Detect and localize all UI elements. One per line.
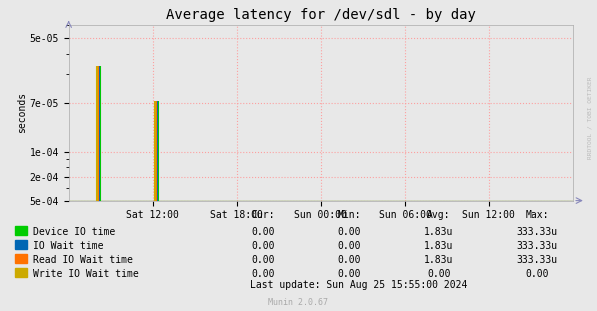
Text: Write IO Wait time: Write IO Wait time: [33, 269, 139, 279]
Text: 0.00: 0.00: [337, 241, 361, 251]
Text: RRDTOOL / TOBI OETIKER: RRDTOOL / TOBI OETIKER: [588, 77, 593, 160]
Text: 0.00: 0.00: [251, 241, 275, 251]
Text: Avg:: Avg:: [427, 210, 451, 220]
Title: Average latency for /dev/sdl - by day: Average latency for /dev/sdl - by day: [166, 8, 476, 22]
Y-axis label: seconds: seconds: [17, 92, 27, 133]
Text: 1.83u: 1.83u: [424, 227, 454, 237]
Text: Last update: Sun Aug 25 15:55:00 2024: Last update: Sun Aug 25 15:55:00 2024: [250, 280, 467, 290]
Text: Read IO Wait time: Read IO Wait time: [33, 255, 133, 265]
Text: Min:: Min:: [337, 210, 361, 220]
Text: 0.00: 0.00: [251, 255, 275, 265]
Text: 0.00: 0.00: [251, 227, 275, 237]
Text: 333.33u: 333.33u: [517, 227, 558, 237]
Text: 1.83u: 1.83u: [424, 255, 454, 265]
Text: 1.83u: 1.83u: [424, 241, 454, 251]
Text: 0.00: 0.00: [337, 269, 361, 279]
Text: Max:: Max:: [525, 210, 549, 220]
Text: 0.00: 0.00: [337, 255, 361, 265]
Text: 333.33u: 333.33u: [517, 255, 558, 265]
Text: 333.33u: 333.33u: [517, 241, 558, 251]
Text: 0.00: 0.00: [251, 269, 275, 279]
Text: Cur:: Cur:: [251, 210, 275, 220]
Text: IO Wait time: IO Wait time: [33, 241, 103, 251]
Text: Device IO time: Device IO time: [33, 227, 115, 237]
Text: 0.00: 0.00: [427, 269, 451, 279]
Text: Munin 2.0.67: Munin 2.0.67: [269, 298, 328, 307]
Text: 0.00: 0.00: [337, 227, 361, 237]
Text: 0.00: 0.00: [525, 269, 549, 279]
